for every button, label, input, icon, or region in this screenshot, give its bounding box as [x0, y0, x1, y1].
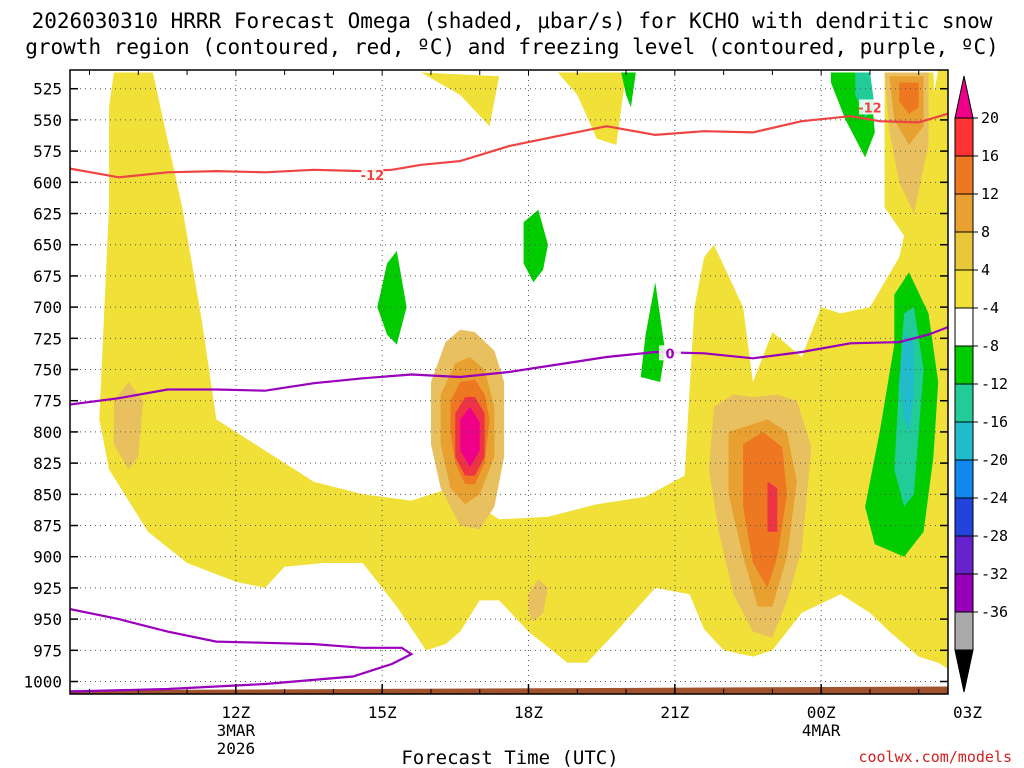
colorbar-bin: [954, 497, 974, 537]
terrain-strip: [70, 686, 948, 694]
colorbar-label: 4: [981, 261, 990, 279]
colorbar-label: 12: [981, 185, 999, 203]
colorbar-label: -36: [981, 603, 1008, 621]
y-tick-label: 875: [33, 517, 62, 536]
colorbar-bin: [954, 269, 974, 309]
y-tick-label: 650: [33, 236, 62, 255]
x-tick-label: 15Z: [368, 703, 397, 722]
title-line-1: 2026030310 HRRR Forecast Omega (shaded, …: [32, 9, 993, 33]
y-tick-label: 775: [33, 392, 62, 411]
y-tick-label: 800: [33, 423, 62, 442]
colorbar-label: -32: [981, 565, 1008, 583]
credit-text: coolwx.com/models: [858, 748, 1012, 766]
colorbar-label: -16: [981, 413, 1008, 431]
colorbar-label: -12: [981, 375, 1008, 393]
y-tick-label: 975: [33, 641, 62, 660]
y-tick-label: 925: [33, 579, 62, 598]
colorbar-bin: [954, 459, 974, 499]
colorbar-label: -20: [981, 451, 1008, 469]
colorbar-label: -28: [981, 527, 1008, 545]
y-tick-label: 700: [33, 298, 62, 317]
contour-label-0-1: -12: [858, 101, 882, 116]
colorbar-label: 16: [981, 147, 999, 165]
y-tick-label: 900: [33, 548, 62, 567]
y-tick-label: 550: [33, 111, 62, 130]
y-tick-label: 750: [33, 361, 62, 380]
y-tick-label: 675: [33, 267, 62, 286]
contour-label-bg: [361, 166, 384, 182]
y-tick-label: 725: [33, 329, 62, 348]
omega-region-11: [460, 407, 480, 467]
chart-title: 2026030310 HRRR Forecast Omega (shaded, …: [25, 9, 999, 59]
contour-label-bg: [658, 345, 681, 361]
colorbar-label: -24: [981, 489, 1008, 507]
y-tick-label: 850: [33, 485, 62, 504]
title-line-2: growth region (contoured, red, ºC) and f…: [25, 35, 999, 59]
x-tick-label: 2026: [217, 739, 256, 758]
colorbar-bin: [954, 535, 974, 575]
plot-layer: -12 -12 0: [70, 70, 948, 694]
omega-region-20: [621, 72, 636, 108]
contour-label-0-0: -12: [361, 169, 385, 184]
y-tick-label: 600: [33, 173, 62, 192]
colorbar-bin: [954, 117, 974, 157]
colorbar-label: -8: [981, 337, 999, 355]
omega-region-16: [113, 382, 144, 470]
colorbar-top-arrow: [954, 75, 974, 119]
omega-region-15: [767, 481, 778, 532]
colorbar-bin: [954, 307, 974, 347]
colorbar-bottom-arrow: [954, 649, 974, 693]
axes: 525 550 575 600 625 650 675 700 725 750 775 800 825 8…: [23, 70, 982, 758]
y-tick-label: 625: [33, 205, 62, 224]
contour-line-2: [70, 608, 414, 693]
plot-frame: [69, 69, 949, 695]
omega-region-26: [899, 332, 914, 432]
colorbar-bin: [954, 383, 974, 423]
x-axis-label: Forecast Time (UTC): [401, 747, 618, 768]
omega-region-21: [523, 209, 548, 283]
terrain-layer: [70, 686, 948, 694]
isotherm-contours: -12 -12 0: [70, 99, 948, 693]
colorbar-label: 20: [981, 109, 999, 127]
colorbar-label: 8: [981, 223, 990, 241]
omega-region-22: [377, 251, 407, 345]
x-tick-label: 18Z: [514, 703, 543, 722]
contour-line-0: [70, 112, 948, 179]
x-tick-label: 3MAR: [217, 721, 256, 740]
colorbar-bin: [954, 193, 974, 233]
colorbar-bin: [954, 611, 974, 651]
y-tick-label: 525: [33, 80, 62, 99]
colorbar-bin: [954, 421, 974, 461]
y-tick-label: 575: [33, 142, 62, 161]
colorbar-bin: [954, 155, 974, 195]
y-tick-label: 950: [33, 610, 62, 629]
x-tick-label: 12Z: [221, 703, 250, 722]
omega-region-6: [899, 82, 919, 114]
colorbar-bin: [954, 573, 974, 613]
colorbar: 20 16 12 8 4 -4 -8 -12 -16 -20 -24 -28 -32 -36: [954, 75, 1008, 693]
x-tick-label: 00Z: [807, 703, 836, 722]
y-tick-label: 1000: [23, 673, 62, 692]
contour-label-1-0: 0: [665, 347, 674, 362]
omega-region-14: [743, 431, 787, 588]
colorbar-label: -4: [981, 299, 999, 317]
omega-region-1: [421, 72, 500, 127]
x-tick-label: 21Z: [660, 703, 689, 722]
contour-label-bg: [858, 99, 881, 115]
omega-shading: [99, 70, 948, 669]
contour-line-1: [70, 326, 948, 406]
x-tick-label: 4MAR: [802, 721, 841, 740]
colorbar-bin: [954, 345, 974, 385]
colorbar-bin: [954, 231, 974, 271]
omega-region-17: [528, 579, 548, 622]
y-tick-label: 825: [33, 454, 62, 473]
grid-lines: [70, 70, 948, 694]
x-tick-label: 03Z: [953, 703, 982, 722]
